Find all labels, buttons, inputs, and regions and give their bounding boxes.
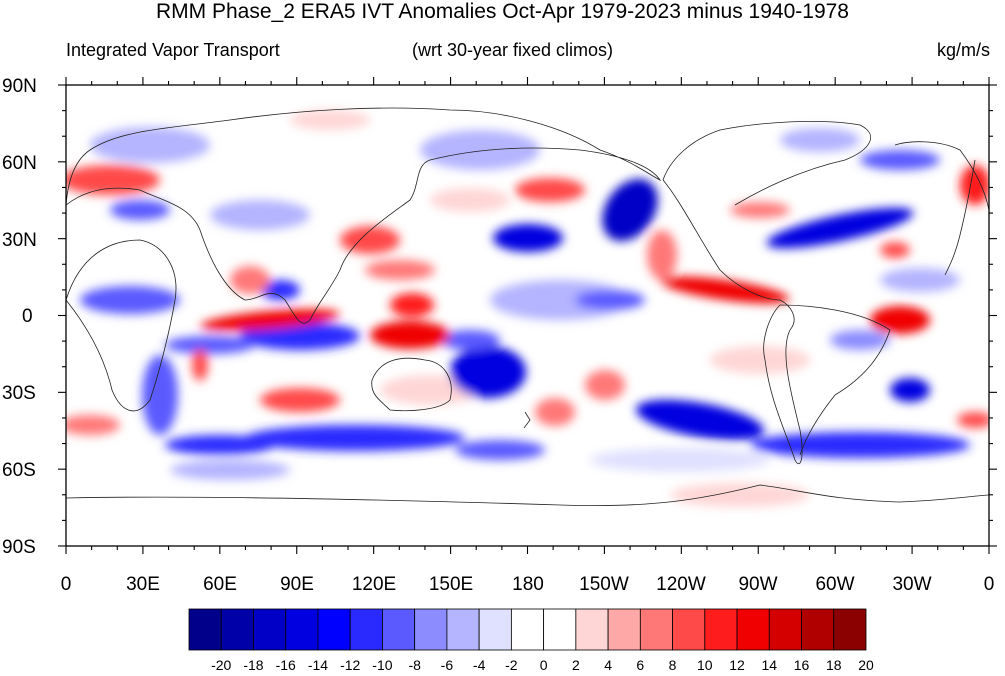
colorbar-box — [575, 608, 609, 651]
colorbar-label: -4 — [473, 657, 486, 673]
colorbar-box — [478, 608, 512, 651]
anomaly-field — [66, 85, 989, 546]
x-tick-120w: 120W — [656, 574, 706, 595]
colorbar-box — [414, 608, 448, 651]
colorbar-box — [253, 608, 287, 651]
y-tick-60s: 60S — [2, 460, 36, 481]
colorbar-box — [833, 608, 867, 651]
colorbar-box — [382, 608, 416, 651]
units-label: kg/m/s — [936, 40, 990, 60]
colorbar-label: -14 — [308, 657, 328, 673]
x-tick-90e: 90E — [280, 574, 314, 595]
colorbar-label: 0 — [540, 657, 548, 673]
x-axis-labels: 0 30E 60E 90E 120E 150E 180 150W 120W 90… — [61, 574, 995, 595]
colorbar-box — [446, 608, 480, 651]
colorbar-box — [510, 608, 545, 651]
x-tick-90w: 90W — [738, 574, 777, 595]
colorbar-label: -2 — [505, 657, 518, 673]
y-tick-90s: 90S — [2, 537, 36, 558]
colorbar-box — [285, 608, 319, 651]
colorbar-box — [543, 608, 577, 651]
colorbar-box — [768, 608, 802, 651]
x-tick-180: 180 — [512, 574, 544, 595]
x-tick-150w: 150W — [579, 574, 629, 595]
colorbar-label: 16 — [794, 657, 810, 673]
colorbar-box — [801, 608, 835, 651]
colorbar-label: 4 — [604, 657, 612, 673]
colorbar-box — [639, 608, 673, 651]
colorbar-label: 18 — [826, 657, 842, 673]
x-tick-150e: 150E — [429, 574, 473, 595]
y-tick-60n: 60N — [2, 153, 37, 174]
axis-ticks — [58, 77, 997, 554]
colorbar — [188, 608, 867, 651]
coastlines — [66, 107, 989, 507]
colorbar-box — [704, 608, 738, 651]
colorbar-label: -16 — [276, 657, 296, 673]
y-axis-labels: 90N 60N 30N 0 30S 60S 90S — [2, 76, 37, 558]
y-tick-0: 0 — [22, 306, 33, 327]
y-tick-30n: 30N — [2, 230, 37, 251]
colorbar-box — [349, 608, 383, 651]
climatology-note: (wrt 30-year fixed climos) — [412, 40, 614, 60]
y-tick-90n: 90N — [2, 76, 37, 97]
colorbar-label: -10 — [372, 657, 392, 673]
colorbar-box — [672, 608, 706, 651]
colorbar-label: 12 — [729, 657, 745, 673]
colorbar-label: 6 — [636, 657, 644, 673]
colorbar-label: -6 — [441, 657, 454, 673]
colorbar-label: 10 — [697, 657, 713, 673]
colorbar-label: -8 — [408, 657, 421, 673]
colorbar-label: 20 — [858, 657, 874, 673]
map-title: RMM Phase_2 ERA5 IVT Anomalies Oct-Apr 1… — [156, 0, 849, 23]
x-tick-0-end: 0 — [984, 574, 995, 595]
x-tick-60w: 60W — [815, 574, 854, 595]
x-tick-0: 0 — [61, 574, 72, 595]
x-tick-30e: 30E — [126, 574, 160, 595]
colorbar-box — [736, 608, 770, 651]
colorbar-box — [220, 608, 254, 651]
colorbar-label: -12 — [340, 657, 360, 673]
y-tick-30s: 30S — [2, 383, 36, 404]
colorbar-box — [188, 608, 222, 651]
variable-label: Integrated Vapor Transport — [66, 40, 280, 60]
x-tick-120e: 120E — [352, 574, 396, 595]
colorbar-labels: -20 -18 -16 -14 -12 -10 -8 -6 -4 -2 0 2 4 6 8 10 12 14 16 1… — [211, 657, 874, 673]
x-tick-30w: 30W — [892, 574, 931, 595]
colorbar-label: -18 — [243, 657, 263, 673]
colorbar-box — [317, 608, 351, 651]
colorbar-label: -20 — [211, 657, 231, 673]
colorbar-box — [607, 608, 641, 651]
colorbar-label: 8 — [669, 657, 677, 673]
colorbar-label: 14 — [761, 657, 777, 673]
colorbar-label: 2 — [572, 657, 580, 673]
x-tick-60e: 60E — [203, 574, 237, 595]
